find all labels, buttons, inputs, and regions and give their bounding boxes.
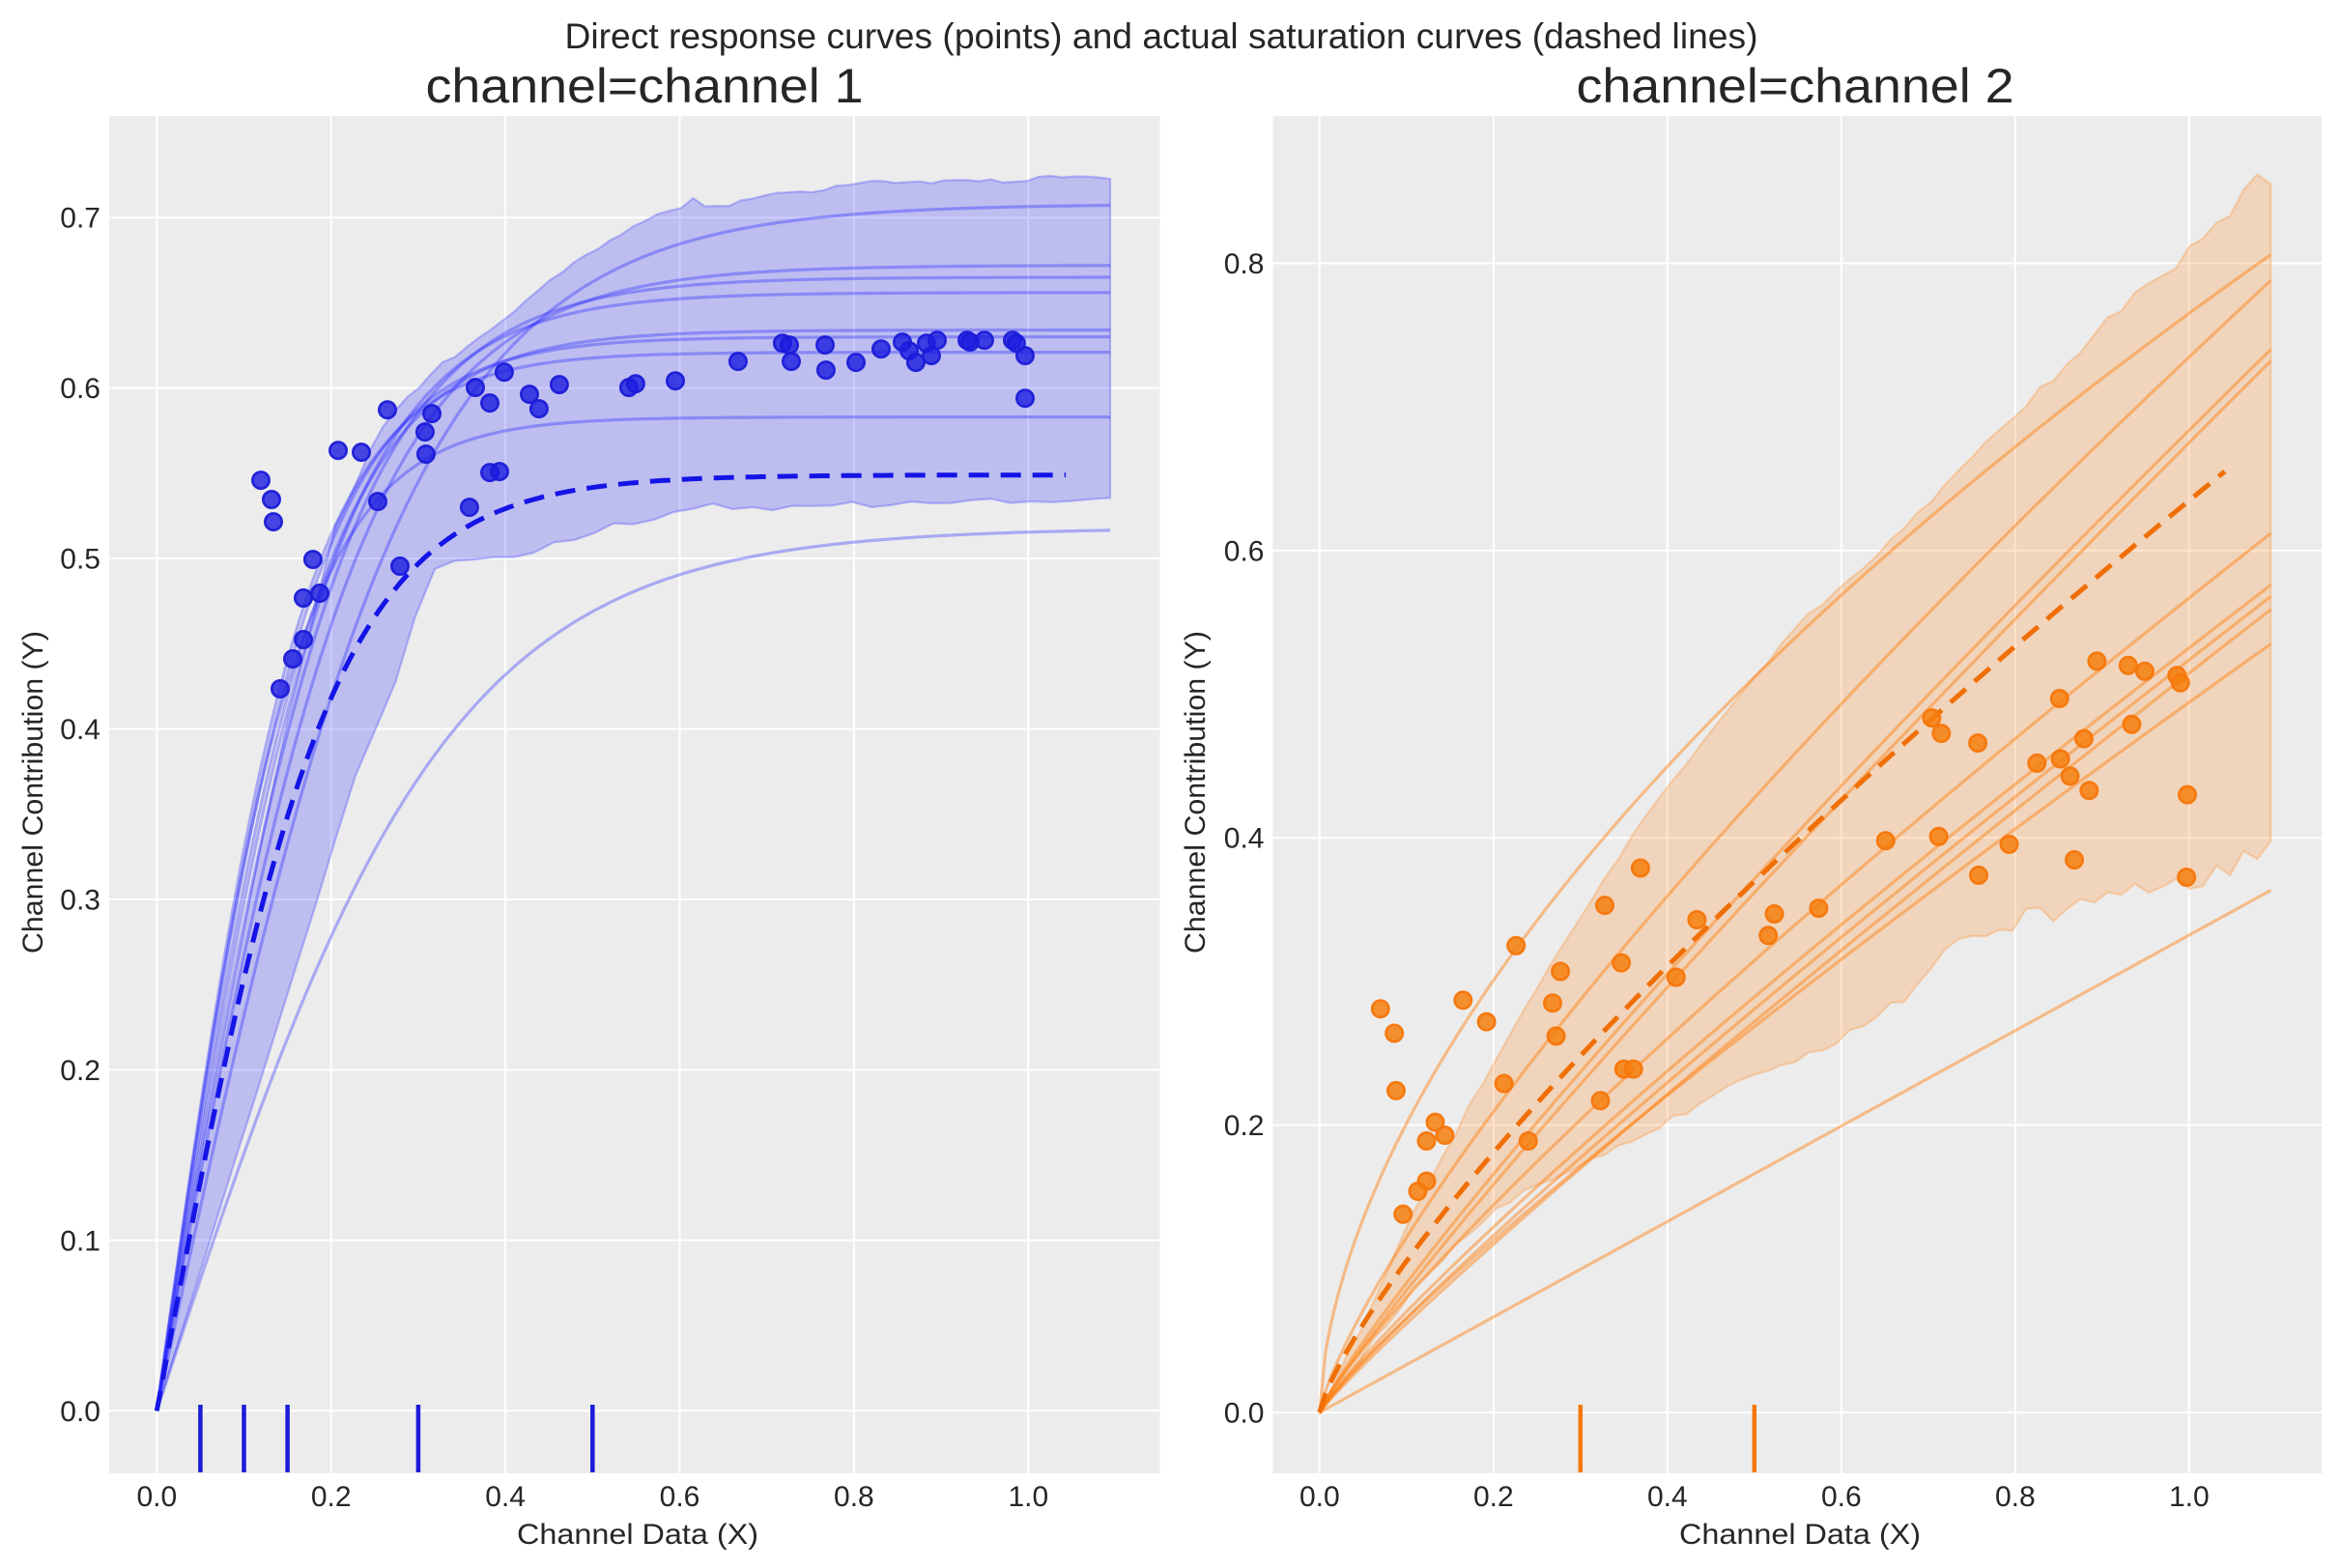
svg-text:0.0: 0.0: [1299, 1481, 1340, 1513]
svg-text:0.6: 0.6: [660, 1481, 700, 1513]
svg-text:Channel Contribution (Y): Channel Contribution (Y): [17, 631, 49, 954]
svg-text:0.2: 0.2: [311, 1481, 352, 1513]
svg-text:Direct response curves (points: Direct response curves (points) and actu…: [565, 16, 1758, 56]
svg-text:Channel Data (X): Channel Data (X): [1679, 1519, 1921, 1551]
svg-text:0.8: 0.8: [1224, 248, 1265, 280]
svg-text:0.6: 0.6: [1224, 535, 1265, 567]
svg-text:channel=channel 2: channel=channel 2: [1577, 59, 2014, 113]
svg-text:0.0: 0.0: [136, 1481, 177, 1513]
svg-text:0.0: 0.0: [1224, 1398, 1265, 1430]
svg-text:0.8: 0.8: [834, 1481, 874, 1513]
svg-text:0.4: 0.4: [485, 1481, 526, 1513]
svg-text:Channel Contribution (Y): Channel Contribution (Y): [1180, 631, 1212, 954]
svg-text:0.4: 0.4: [60, 714, 100, 746]
svg-text:0.3: 0.3: [60, 884, 100, 916]
svg-text:channel=channel 1: channel=channel 1: [426, 59, 864, 113]
svg-text:0.4: 0.4: [1647, 1481, 1688, 1513]
svg-text:0.7: 0.7: [60, 203, 100, 235]
svg-text:0.2: 0.2: [1224, 1110, 1265, 1142]
svg-text:0.4: 0.4: [1224, 823, 1265, 855]
svg-text:0.6: 0.6: [60, 373, 100, 405]
svg-text:0.2: 0.2: [60, 1055, 100, 1087]
svg-text:0.6: 0.6: [1821, 1481, 1862, 1513]
svg-text:0.1: 0.1: [60, 1225, 100, 1257]
svg-text:0.8: 0.8: [1995, 1481, 2036, 1513]
svg-text:0.5: 0.5: [60, 544, 100, 576]
svg-text:1.0: 1.0: [2169, 1481, 2210, 1513]
svg-text:Channel Data (X): Channel Data (X): [517, 1519, 758, 1551]
svg-text:0.2: 0.2: [1473, 1481, 1514, 1513]
svg-text:0.0: 0.0: [60, 1396, 100, 1428]
svg-text:1.0: 1.0: [1008, 1481, 1048, 1513]
